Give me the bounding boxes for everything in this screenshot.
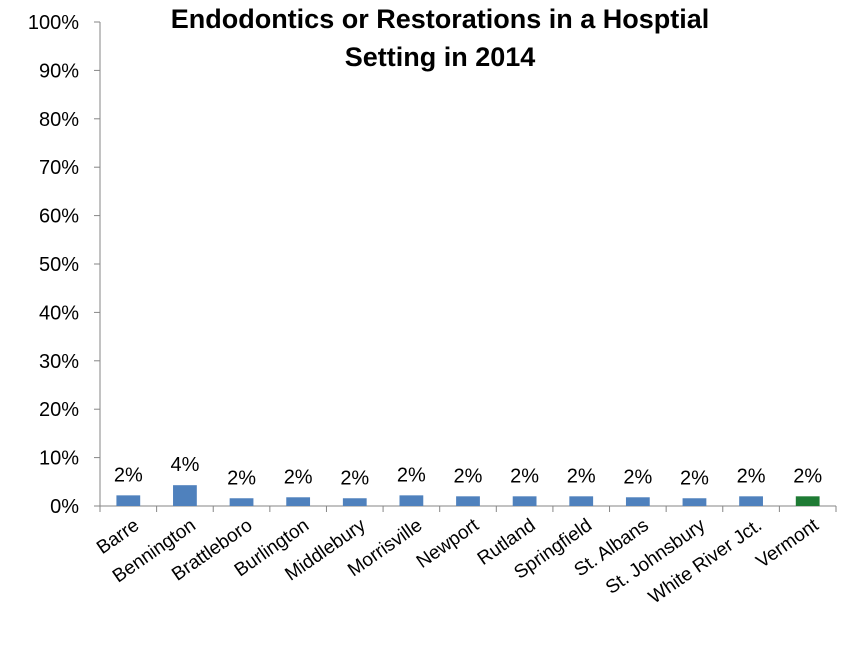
data-label: 2%: [397, 464, 426, 486]
bar-st-albans: [625, 497, 650, 506]
category-label: Vermont: [753, 514, 824, 572]
bar-vermont: [795, 496, 820, 506]
y-tick-label: 90%: [39, 60, 79, 82]
bar-bennington: [173, 485, 197, 506]
data-labels: 2% 4% 2% 2% 2% 2% 2% 2% 2% 2% 2% 2% 2%: [114, 454, 823, 489]
y-tick-label: 100%: [28, 12, 79, 34]
data-label: 2%: [340, 467, 369, 489]
data-label: 2%: [284, 466, 313, 488]
y-tick-label: 20%: [39, 399, 79, 421]
chart-title-line-2: Setting in 2014: [345, 42, 536, 72]
y-tick-label: 60%: [39, 206, 79, 228]
data-label: 2%: [793, 465, 822, 487]
data-label: 2%: [114, 464, 143, 486]
data-label: 4%: [170, 454, 199, 476]
y-tick-label: 40%: [39, 302, 79, 324]
y-tick-label: 30%: [39, 351, 79, 373]
y-tick-label: 0%: [50, 496, 79, 518]
bar-newport: [456, 496, 480, 506]
data-label: 2%: [623, 466, 652, 488]
chart-title-line-1: Endodontics or Restorations in a Hosptia…: [171, 4, 710, 34]
bar-middlebury: [342, 498, 367, 506]
bar-brattleboro: [229, 498, 254, 506]
bar-rutland: [512, 496, 537, 506]
data-label: 2%: [567, 465, 596, 487]
data-label: 2%: [680, 467, 709, 489]
bar-st-johnsbury: [682, 498, 707, 506]
bar-burlington: [286, 497, 311, 506]
category-label: Newport: [413, 514, 484, 572]
bar-morrisville: [399, 495, 424, 506]
bar-white-river-jct: [739, 496, 763, 506]
x-axis: [99, 505, 837, 512]
y-tick-label: 70%: [39, 157, 79, 179]
data-label: 2%: [510, 465, 539, 487]
y-axis: 0% 10% 20% 30% 40% 50% 60% 70% 80% 90% 100%: [28, 12, 101, 518]
data-label: 2%: [227, 467, 256, 489]
bars: [116, 485, 820, 506]
y-tick-label: 50%: [39, 254, 79, 276]
bar-springfield: [569, 496, 594, 506]
category-labels: BarreBenningtonBrattleboroBurlingtonMidd…: [93, 514, 823, 608]
y-tick-label: 10%: [39, 448, 79, 470]
bar-barre: [116, 495, 141, 506]
y-tick-label: 80%: [39, 109, 79, 131]
data-label: 2%: [737, 465, 766, 487]
data-label: 2%: [454, 465, 483, 487]
